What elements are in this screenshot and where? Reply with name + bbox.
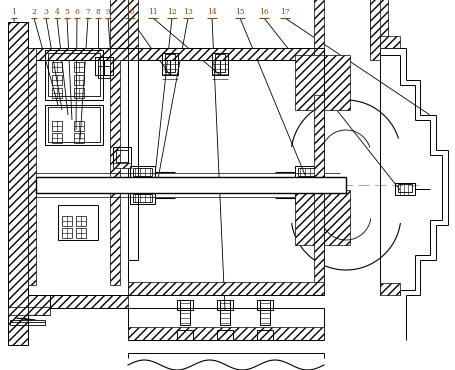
Bar xyxy=(45,105,103,145)
Text: 2: 2 xyxy=(31,8,36,16)
Bar xyxy=(128,327,324,340)
Bar xyxy=(162,53,177,75)
Bar xyxy=(257,300,273,310)
Bar xyxy=(165,54,175,72)
Bar xyxy=(128,0,138,60)
Bar xyxy=(369,0,379,60)
Bar xyxy=(298,168,316,176)
Bar xyxy=(28,48,128,60)
Text: 7: 7 xyxy=(86,8,90,16)
Bar xyxy=(74,133,84,143)
Bar xyxy=(294,192,319,204)
Bar xyxy=(62,216,72,226)
Text: 17: 17 xyxy=(279,8,289,16)
Bar xyxy=(217,330,233,340)
Bar xyxy=(74,121,84,131)
Bar xyxy=(214,54,224,72)
Bar xyxy=(45,50,103,100)
Text: 4: 4 xyxy=(55,8,59,16)
Text: 5: 5 xyxy=(65,8,69,16)
Bar xyxy=(36,177,345,193)
Bar xyxy=(58,205,98,240)
Bar xyxy=(113,147,131,165)
Text: 3: 3 xyxy=(43,8,48,16)
Text: 16: 16 xyxy=(258,8,268,16)
Bar xyxy=(110,48,120,285)
Text: 10: 10 xyxy=(125,8,135,16)
Bar xyxy=(294,166,319,178)
Bar xyxy=(74,62,84,72)
Text: 13: 13 xyxy=(182,8,192,16)
Bar xyxy=(130,166,155,178)
Text: 9: 9 xyxy=(105,8,110,16)
Bar xyxy=(394,183,414,195)
Bar xyxy=(397,184,411,192)
Bar xyxy=(52,62,62,72)
Bar xyxy=(10,320,45,325)
Bar xyxy=(74,75,84,85)
Bar xyxy=(217,300,233,310)
Bar xyxy=(133,168,152,176)
Bar xyxy=(52,88,62,98)
Bar xyxy=(28,295,128,308)
Text: 8: 8 xyxy=(96,8,100,16)
Bar xyxy=(298,194,316,202)
Bar xyxy=(219,300,229,325)
Bar xyxy=(52,133,62,143)
Bar xyxy=(313,0,324,60)
Bar xyxy=(62,228,72,238)
Bar xyxy=(294,190,349,245)
Text: 12: 12 xyxy=(167,8,177,16)
Bar xyxy=(128,48,324,60)
Bar xyxy=(76,216,86,226)
Bar xyxy=(369,0,387,48)
Bar xyxy=(133,194,152,202)
Text: 11: 11 xyxy=(148,8,157,16)
Text: 14: 14 xyxy=(207,8,217,16)
Bar xyxy=(259,300,269,325)
Bar xyxy=(28,307,50,315)
Bar xyxy=(8,22,28,345)
Bar xyxy=(212,53,228,75)
Bar xyxy=(128,282,324,295)
Bar xyxy=(180,300,190,325)
Bar xyxy=(52,75,62,85)
Bar xyxy=(48,107,100,142)
Bar xyxy=(52,121,62,131)
Text: 6: 6 xyxy=(75,8,79,16)
Bar xyxy=(113,163,131,168)
Bar xyxy=(177,300,192,310)
Bar xyxy=(98,66,110,78)
Bar xyxy=(313,95,324,295)
Bar xyxy=(177,330,192,340)
Bar xyxy=(76,228,86,238)
Bar xyxy=(257,330,273,340)
Bar xyxy=(379,283,399,295)
Bar xyxy=(8,307,28,315)
Bar xyxy=(28,48,36,285)
Text: 1: 1 xyxy=(11,8,16,16)
Bar xyxy=(379,36,399,48)
Bar xyxy=(48,53,100,96)
Bar xyxy=(294,55,349,110)
Text: 15: 15 xyxy=(235,8,244,16)
Bar xyxy=(116,150,128,162)
Bar xyxy=(95,57,113,75)
Bar xyxy=(110,0,128,60)
Bar xyxy=(74,88,84,98)
Bar xyxy=(130,192,155,204)
